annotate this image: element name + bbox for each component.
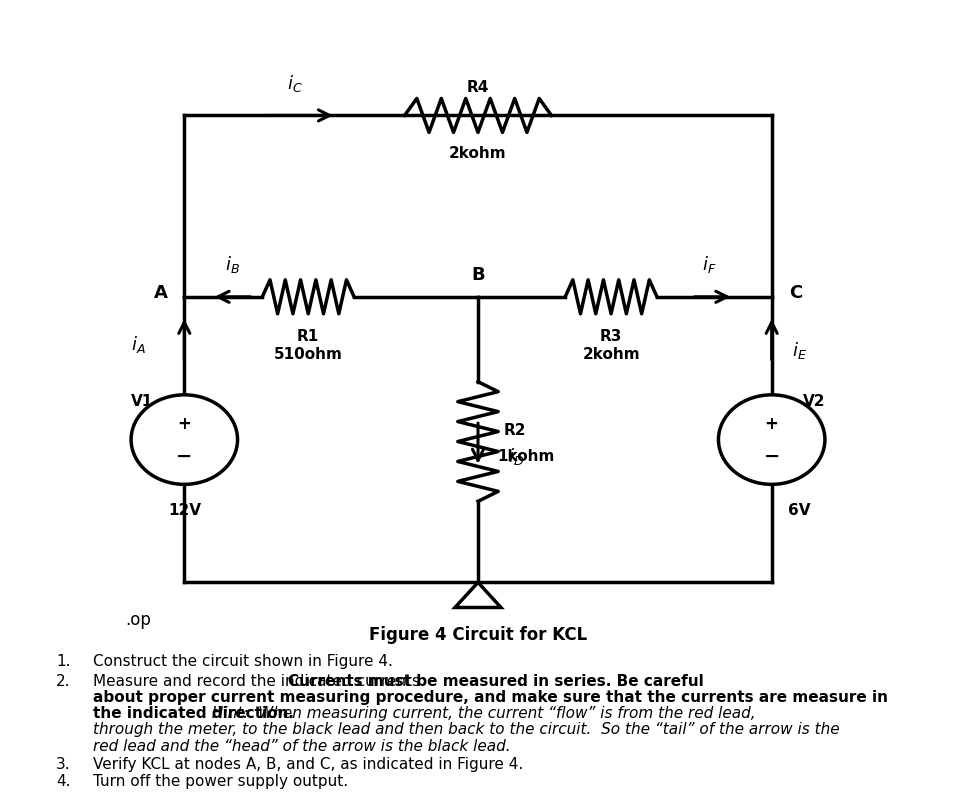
Text: red lead and the “head” of the arrow is the black lead.: red lead and the “head” of the arrow is … <box>93 738 511 752</box>
Text: $i_E$: $i_E$ <box>792 340 807 361</box>
Text: −: − <box>764 446 780 465</box>
Text: about proper current measuring procedure, and make sure that the currents are me: about proper current measuring procedure… <box>93 689 887 704</box>
Text: 510ohm: 510ohm <box>273 346 342 361</box>
Text: $i_D$: $i_D$ <box>509 445 525 466</box>
Text: Figure 4 Circuit for KCL: Figure 4 Circuit for KCL <box>369 626 587 643</box>
Text: 3.: 3. <box>55 756 71 771</box>
Text: $i_B$: $i_B$ <box>225 254 240 275</box>
Text: 1.: 1. <box>55 653 71 668</box>
Circle shape <box>131 395 237 485</box>
Text: $i_F$: $i_F$ <box>702 254 716 275</box>
Text: Hint:  When measuring current, the current “flow” is from the red lead,: Hint: When measuring current, the curren… <box>207 705 756 720</box>
Text: .op: .op <box>125 610 151 629</box>
Text: Construct the circuit shown in Figure 4.: Construct the circuit shown in Figure 4. <box>93 653 392 668</box>
Text: R2: R2 <box>504 423 526 438</box>
Text: A: A <box>154 283 167 302</box>
Text: R4: R4 <box>467 79 489 95</box>
Text: 2kohm: 2kohm <box>449 146 507 161</box>
Text: 2kohm: 2kohm <box>582 346 640 361</box>
Text: 12V: 12V <box>168 502 201 517</box>
Text: Turn off the power supply output.: Turn off the power supply output. <box>93 773 348 788</box>
Text: R3: R3 <box>599 328 622 344</box>
Text: the indicated direction.: the indicated direction. <box>93 705 293 720</box>
Text: +: + <box>178 414 191 432</box>
Text: 2.: 2. <box>55 673 71 688</box>
Text: Measure and record the indicated currents.: Measure and record the indicated current… <box>93 673 429 688</box>
Text: +: + <box>765 414 778 432</box>
Text: 1kohm: 1kohm <box>497 448 554 463</box>
Circle shape <box>719 395 825 485</box>
Text: B: B <box>471 265 485 283</box>
Text: C: C <box>789 283 802 302</box>
Text: $i_C$: $i_C$ <box>287 72 302 94</box>
Text: 4.: 4. <box>55 773 71 788</box>
Text: −: − <box>176 446 192 465</box>
Text: Currents must be measured in series. Be careful: Currents must be measured in series. Be … <box>288 673 704 688</box>
Text: V2: V2 <box>803 394 825 409</box>
Text: V1: V1 <box>131 394 153 409</box>
Text: through the meter, to the black lead and then back to the circuit.  So the “tail: through the meter, to the black lead and… <box>93 721 839 736</box>
Text: 6V: 6V <box>788 502 811 517</box>
Text: R1: R1 <box>297 328 319 344</box>
Text: Verify KCL at nodes A, B, and C, as indicated in Figure 4.: Verify KCL at nodes A, B, and C, as indi… <box>93 756 523 771</box>
Text: $i_A$: $i_A$ <box>131 333 146 354</box>
